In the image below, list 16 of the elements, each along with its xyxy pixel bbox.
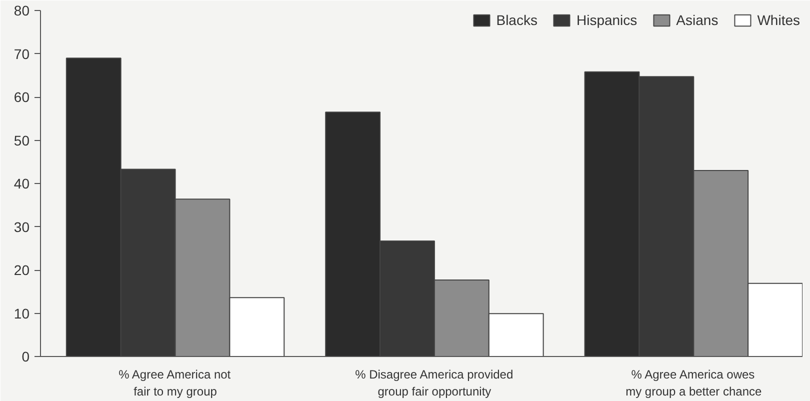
legend-label: Hispanics	[576, 12, 638, 28]
y-tick-label: 20	[14, 262, 30, 278]
y-tick-label: 10	[14, 305, 30, 322]
legend-label: Whites	[757, 12, 800, 28]
legend-label: Asians	[676, 12, 718, 28]
x-tick-label: % Agree America not fair to my group	[118, 368, 232, 398]
y-tick-label: 50	[14, 132, 30, 148]
y-tick-label: 70	[14, 46, 30, 62]
x-tick-label: % Agree America owes my group a better chance	[626, 368, 762, 398]
y-tick-label: 30	[14, 218, 30, 235]
x-tick-label: % Disagree America provided group fair opportunity	[355, 368, 514, 398]
y-tick-label: 60	[14, 89, 30, 105]
y-tick-label: 0	[22, 348, 30, 364]
y-tick-label: 40	[14, 176, 30, 192]
legend-label: Blacks	[496, 12, 538, 28]
y-tick-label: 80	[14, 2, 30, 18]
